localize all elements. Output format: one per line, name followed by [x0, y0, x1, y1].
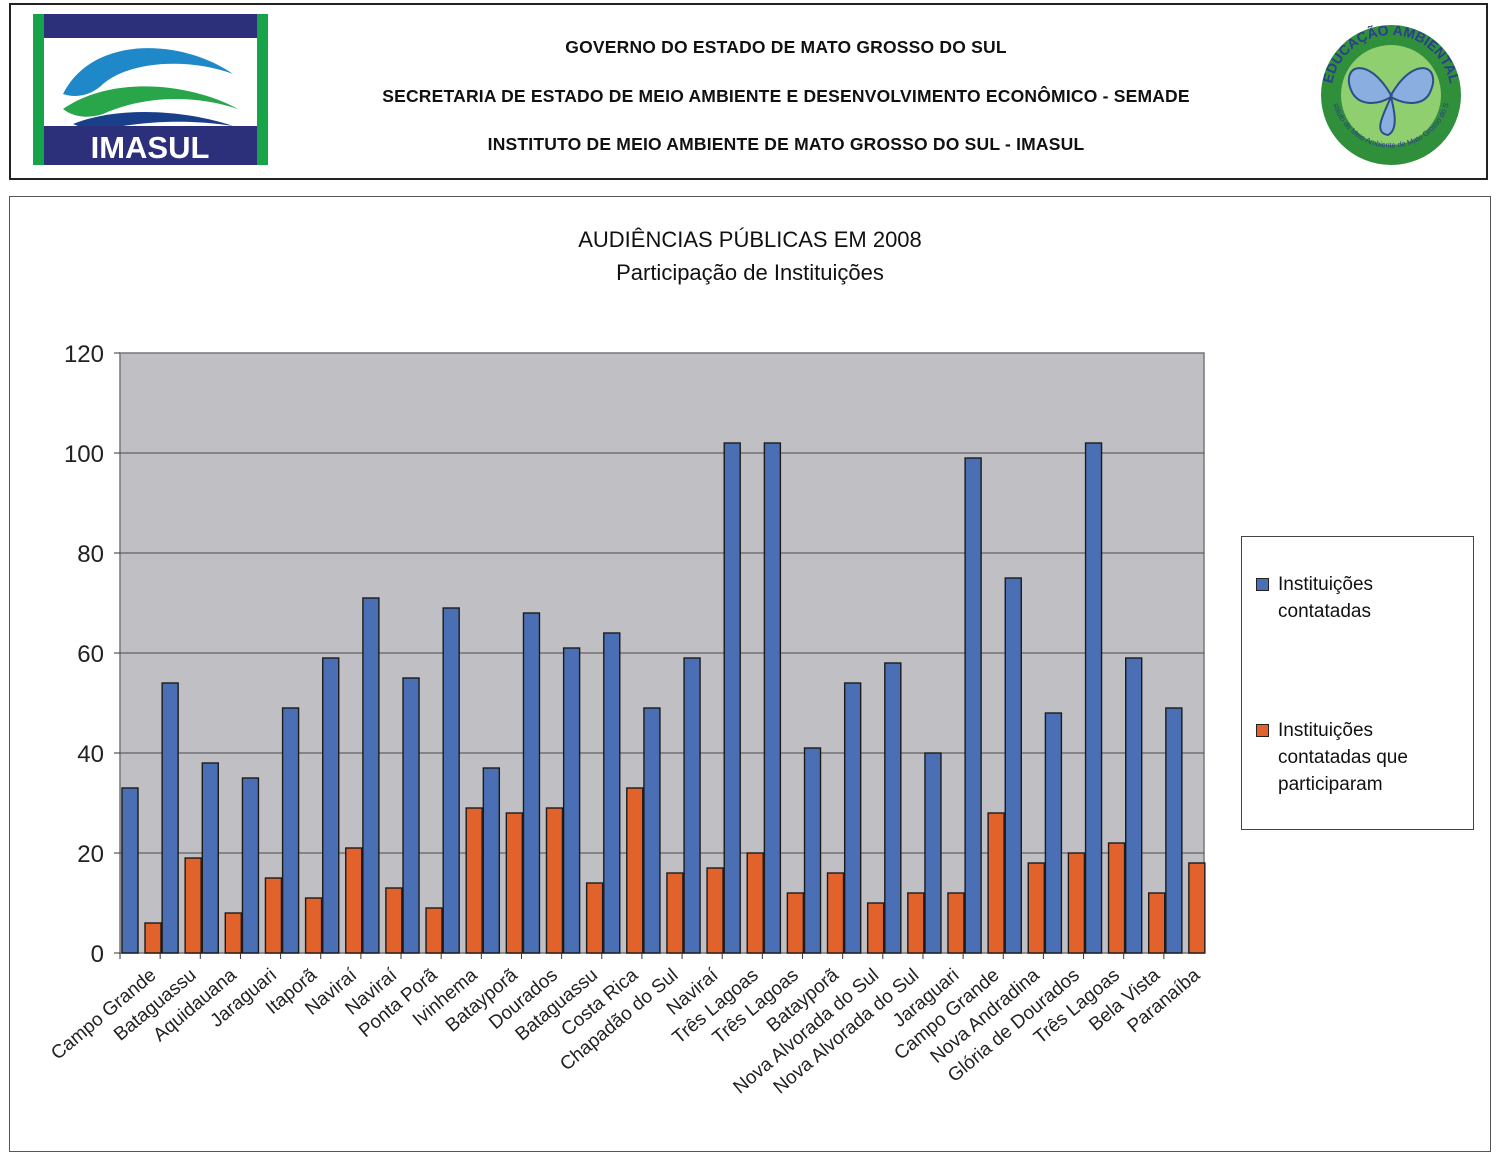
header-line-institute: INSTITUTO DE MEIO AMBIENTE DE MATO GROSS… [487, 134, 1085, 154]
bar-contatadas [763, 442, 782, 954]
y-tick-label: 100 [64, 441, 104, 468]
legend: Instituições contatadas Instituições con… [1241, 536, 1474, 830]
y-tick-label: 20 [77, 841, 104, 868]
bar-participaram [826, 872, 845, 954]
bar-contatadas [482, 767, 501, 954]
bar-contatadas [683, 657, 701, 954]
chart-title: AUDIÊNCIAS PÚBLICAS EM 2008 [578, 227, 922, 252]
imasul-logo: IMASUL [33, 14, 268, 165]
bar-participaram [345, 847, 363, 954]
bar-contatadas [1084, 442, 1103, 954]
bar-contatadas [603, 632, 621, 954]
bar-participaram [866, 902, 885, 954]
bar-contatadas [121, 787, 139, 954]
bar-participaram [666, 872, 684, 954]
logo-wave-green [63, 86, 238, 117]
y-tick-label: 80 [77, 541, 104, 568]
bar-contatadas [964, 457, 982, 954]
bar-participaram [545, 807, 564, 954]
logo-left-text: IMASUL [91, 130, 210, 165]
header-line-secretariat: SECRETARIA DE ESTADO DE MEIO AMBIENTE E … [382, 86, 1190, 106]
logo-top-band [44, 14, 257, 38]
bar-participaram [907, 892, 925, 954]
bar-contatadas [362, 597, 380, 954]
educacao-ambiental-logo: EDUCAÇÃO AMBIENTAL Instituto de Meio Amb… [1313, 15, 1463, 165]
bar-participaram [224, 912, 242, 954]
header-text-block: GOVERNO DO ESTADO DE MATO GROSSO DO SUL … [281, 5, 1291, 178]
butterfly-icon [1347, 67, 1435, 137]
y-tick-label: 120 [64, 341, 104, 368]
bar-participaram [304, 897, 323, 954]
bar-participaram [1067, 852, 1086, 954]
bar-participaram [385, 887, 403, 954]
bar-contatadas [723, 442, 741, 954]
bar-participaram [144, 922, 162, 954]
bar-participaram [947, 892, 965, 954]
bar-participaram [1188, 862, 1206, 954]
bar-participaram [1107, 842, 1126, 954]
bar-participaram [264, 877, 283, 954]
bar-contatadas [1004, 577, 1022, 954]
logo-wave-blue [63, 48, 233, 96]
chart-frame: AUDIÊNCIAS PÚBLICAS EM 2008 Participação … [9, 196, 1491, 1152]
bar-contatadas [1044, 712, 1063, 954]
bar-contatadas [522, 612, 541, 954]
bar-contatadas [1165, 707, 1183, 954]
bar-contatadas [281, 707, 300, 954]
chart-subtitle: Participação de Instituições [616, 260, 884, 285]
bar-contatadas [562, 647, 581, 954]
legend-swatch-participaram [1256, 724, 1269, 737]
bar-participaram [425, 907, 443, 954]
bar-participaram [465, 807, 483, 954]
bar-contatadas [884, 662, 902, 954]
bar-contatadas [643, 707, 661, 954]
bar-participaram [184, 857, 202, 954]
bar-contatadas [241, 777, 260, 954]
y-tick-label: 40 [77, 741, 104, 768]
y-tick-label: 60 [77, 641, 104, 668]
bar-participaram [706, 867, 724, 954]
bar-contatadas [843, 682, 862, 954]
bar-contatadas [442, 607, 460, 954]
bar-contatadas [402, 677, 420, 954]
bar-participaram [505, 812, 524, 954]
bar-contatadas [803, 747, 822, 954]
bar-contatadas [924, 752, 942, 954]
header-box: IMASUL GOVERNO DO ESTADO DE MATO GROSSO … [9, 3, 1488, 180]
logo-bottom-band [44, 126, 257, 165]
legend-item-contatadas: Instituições contatadas [1256, 571, 1468, 625]
bar-participaram [746, 852, 764, 954]
bar-contatadas [201, 762, 219, 954]
bar-participaram [585, 882, 604, 954]
bar-contatadas [1125, 657, 1143, 954]
legend-label-contatadas: Instituições contatadas [1278, 574, 1374, 622]
legend-label-participaram: Instituições contatadas que participaram [1278, 720, 1408, 795]
bar-chart: AUDIÊNCIAS PÚBLICAS EM 2008 Participação … [47, 227, 1206, 1098]
bar-contatadas [161, 682, 179, 954]
legend-swatch-contatadas [1256, 578, 1269, 591]
bar-participaram [987, 812, 1005, 954]
legend-item-participaram: Instituições contatadas que participaram [1256, 717, 1468, 798]
bar-participaram [786, 892, 805, 954]
bar-participaram [626, 787, 644, 954]
header-line-government: GOVERNO DO ESTADO DE MATO GROSSO DO SUL [565, 37, 1007, 57]
bar-participaram [1148, 892, 1166, 954]
bar-participaram [1027, 862, 1045, 954]
y-tick-label: 0 [91, 941, 104, 968]
bar-contatadas [322, 657, 340, 954]
